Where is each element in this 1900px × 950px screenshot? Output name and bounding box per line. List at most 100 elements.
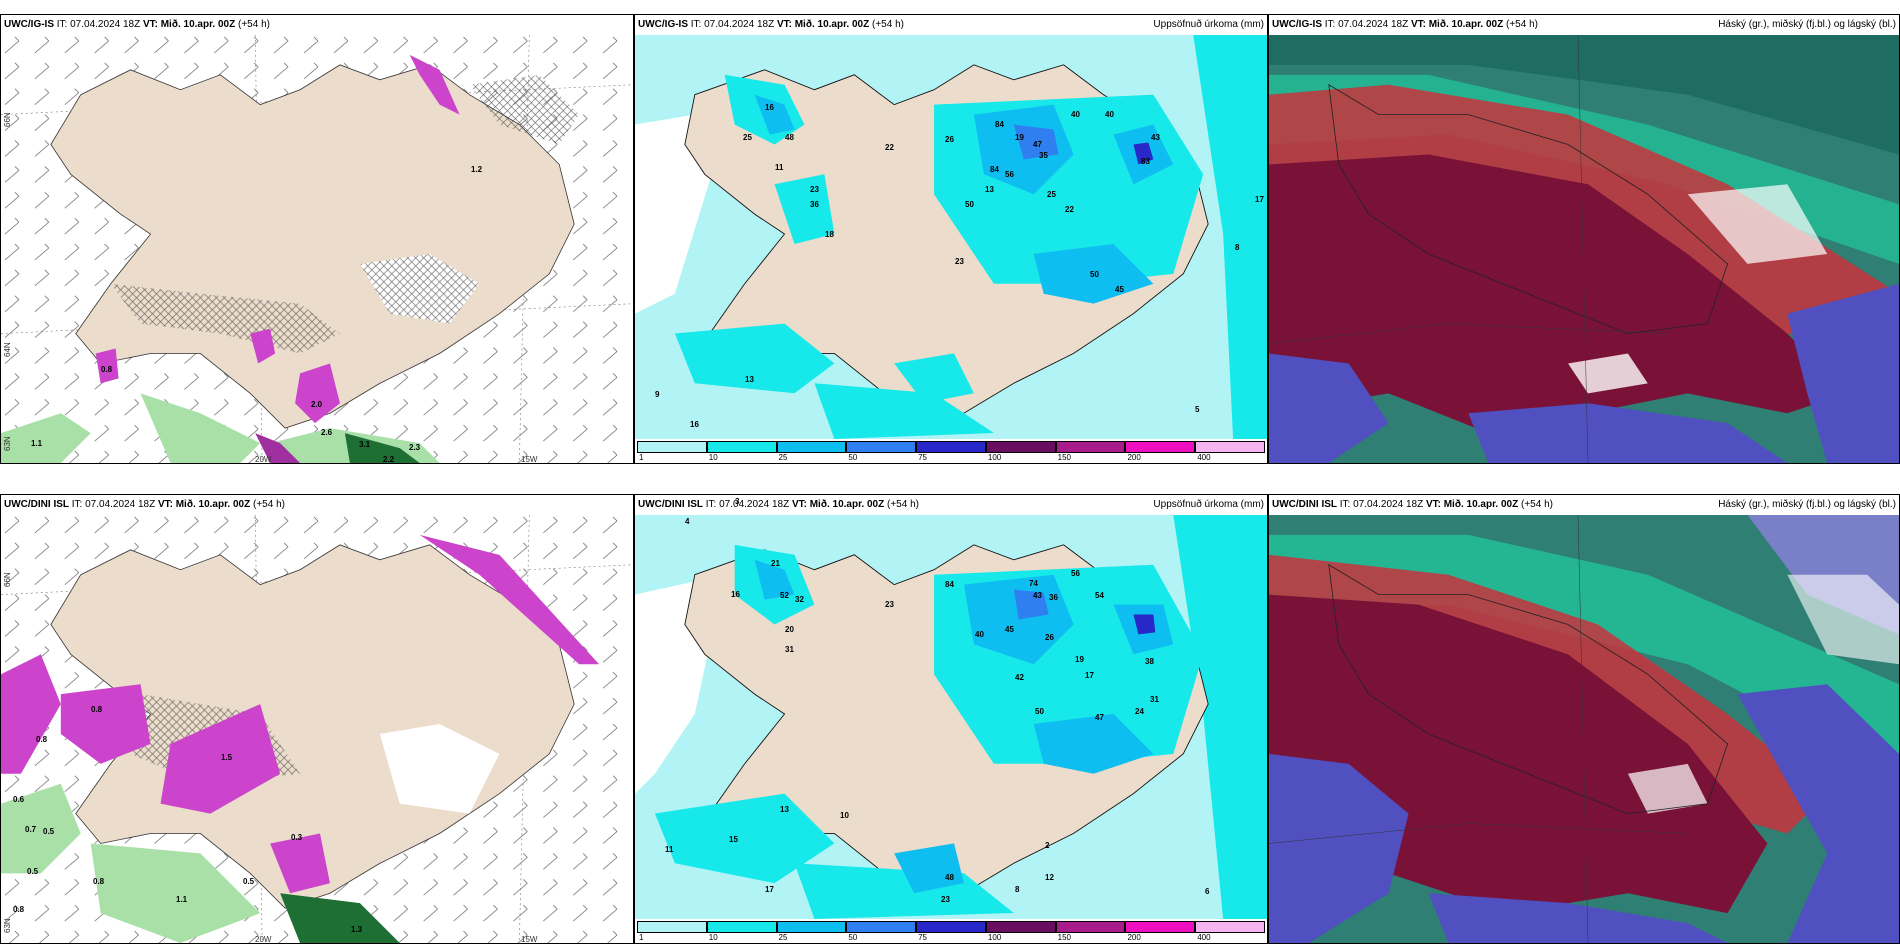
map-area xyxy=(635,35,1267,439)
precip-value: 17 xyxy=(1085,671,1094,680)
precip-value: 25 xyxy=(743,133,752,142)
colorbar-swatch xyxy=(1195,441,1265,453)
precip-value: 21 xyxy=(771,559,780,568)
precip-value: 22 xyxy=(885,143,894,152)
precip-value: 52 xyxy=(780,591,789,600)
precip-value: 36 xyxy=(810,200,819,209)
precip-value: 31 xyxy=(785,645,794,654)
precip-value: 1.3 xyxy=(351,925,363,934)
precip-value: 48 xyxy=(945,873,954,882)
wind-map xyxy=(1,35,633,463)
precip-value: 13 xyxy=(745,375,754,384)
precip-value: 13 xyxy=(985,185,994,194)
map-area xyxy=(1,515,633,943)
colorbar-swatch xyxy=(916,921,986,933)
lat-label: 66N xyxy=(3,112,12,127)
precip-value: 0.8 xyxy=(93,877,105,886)
precip-value: 83 xyxy=(1141,157,1150,166)
panel-header: UWC/DINI ISL IT: 07.04.2024 18Z VT: Mið.… xyxy=(1269,495,1899,515)
colorbar-tick-label: 50 xyxy=(848,933,858,942)
precip-value: 45 xyxy=(1115,285,1124,294)
precip-value: 40 xyxy=(1071,110,1080,119)
colorbar-swatch xyxy=(985,921,1056,933)
precip-value: 0.8 xyxy=(91,705,103,714)
precip-value: 0.8 xyxy=(101,365,113,374)
precip-value: 6 xyxy=(1205,887,1210,896)
precip-value: 0.6 xyxy=(13,795,25,804)
colorbar-swatch xyxy=(1125,921,1196,933)
precip-colorbar: 1 10 25 50 75 100 150 200 400 xyxy=(637,921,1265,942)
colorbar-swatch xyxy=(1125,441,1196,453)
precip-value: 2.3 xyxy=(409,443,421,452)
colorbar-swatch xyxy=(1195,921,1265,933)
precip-value: 0.8 xyxy=(13,905,25,914)
colorbar-tick-label: 100 xyxy=(987,453,1002,462)
precip-value: 84 xyxy=(995,120,1004,129)
precip-value: 20 xyxy=(785,625,794,634)
colorbar-tick-label: 400 xyxy=(1197,453,1211,462)
lat-label: 63N xyxy=(3,918,12,933)
lat-label: 64N xyxy=(3,342,12,357)
colorbar-tick-label: 400 xyxy=(1197,933,1211,942)
colorbar-tick-label: 50 xyxy=(848,453,858,462)
precip-value: 40 xyxy=(975,630,984,639)
precip-value: 31 xyxy=(1150,695,1159,704)
precip-value: 50 xyxy=(965,200,974,209)
precip-value: 42 xyxy=(1015,673,1024,682)
precip-value: 43 xyxy=(1033,591,1042,600)
colorbar-tick-label: 75 xyxy=(918,453,928,462)
precip-value: 35 xyxy=(1039,151,1048,160)
precip-value: 0.7 xyxy=(25,825,37,834)
precip-value: 16 xyxy=(690,420,699,429)
colorbar-swatch xyxy=(846,921,917,933)
precip-value: 84 xyxy=(990,165,999,174)
panel-igis-wind-precip: UWC/IG-IS IT: 07.04.2024 18Z VT: Mið. 10… xyxy=(0,14,634,464)
colorbar-tick-label: 1 xyxy=(639,453,644,462)
precip-value: 40 xyxy=(1105,110,1114,119)
precip-value: 54 xyxy=(1095,591,1104,600)
precip-value: 56 xyxy=(1005,170,1014,179)
precip-value: 2.2 xyxy=(383,455,395,464)
precip-value: 11 xyxy=(665,845,674,854)
lon-label: 20W xyxy=(255,455,272,464)
precip-value: 13 xyxy=(780,805,789,814)
panel-header: UWC/DINI ISL IT: 07.04.2024 18Z VT: Mið.… xyxy=(1,495,633,515)
colorbar-swatch xyxy=(706,441,777,453)
panel-header: UWC/IG-IS IT: 07.04.2024 18Z VT: Mið. 10… xyxy=(1269,15,1899,35)
map-area xyxy=(1269,35,1899,463)
precip-value: 10 xyxy=(840,811,849,820)
colorbar-tick-label: 1 xyxy=(639,933,644,942)
precip-value: 56 xyxy=(1071,569,1080,578)
precip-value: 2.6 xyxy=(321,428,333,437)
precip-value: 1.1 xyxy=(176,895,188,904)
precip-value: 2 xyxy=(1045,841,1050,850)
precip-value: 47 xyxy=(1095,713,1104,722)
precip-map xyxy=(635,515,1267,919)
precip-value: 11 xyxy=(775,163,784,172)
precip-value: 0.5 xyxy=(27,867,39,876)
precip-value: 2.0 xyxy=(311,400,323,409)
precip-value: 32 xyxy=(795,595,804,604)
precip-value: 38 xyxy=(1145,657,1154,666)
precip-value: 4 xyxy=(685,517,690,526)
colorbar-tick-label: 25 xyxy=(778,453,788,462)
precip-value: 47 xyxy=(1033,140,1042,149)
precip-value: 23 xyxy=(941,895,950,904)
colorbar-tick-label: 150 xyxy=(1057,453,1072,462)
lat-label: 63N xyxy=(3,436,12,451)
colorbar-tick-label: 75 xyxy=(918,933,928,942)
precip-value: 19 xyxy=(1015,133,1024,142)
colorbar-swatch xyxy=(916,441,986,453)
precip-value: 23 xyxy=(955,257,964,266)
colorbar-tick-label: 200 xyxy=(1127,453,1141,462)
panel-dini-clouds: UWC/DINI ISL IT: 07.04.2024 18Z VT: Mið.… xyxy=(1268,494,1900,944)
colorbar-swatch xyxy=(776,441,847,453)
precip-value: 23 xyxy=(885,600,894,609)
precip-value: 3.1 xyxy=(359,440,371,449)
precip-value: 84 xyxy=(945,580,954,589)
colorbar-tick-label: 25 xyxy=(778,933,788,942)
colorbar-swatch xyxy=(637,441,707,453)
colorbar-tick-label: 200 xyxy=(1127,933,1141,942)
precip-value: 0.8 xyxy=(36,735,48,744)
lat-label: 66N xyxy=(3,572,12,587)
